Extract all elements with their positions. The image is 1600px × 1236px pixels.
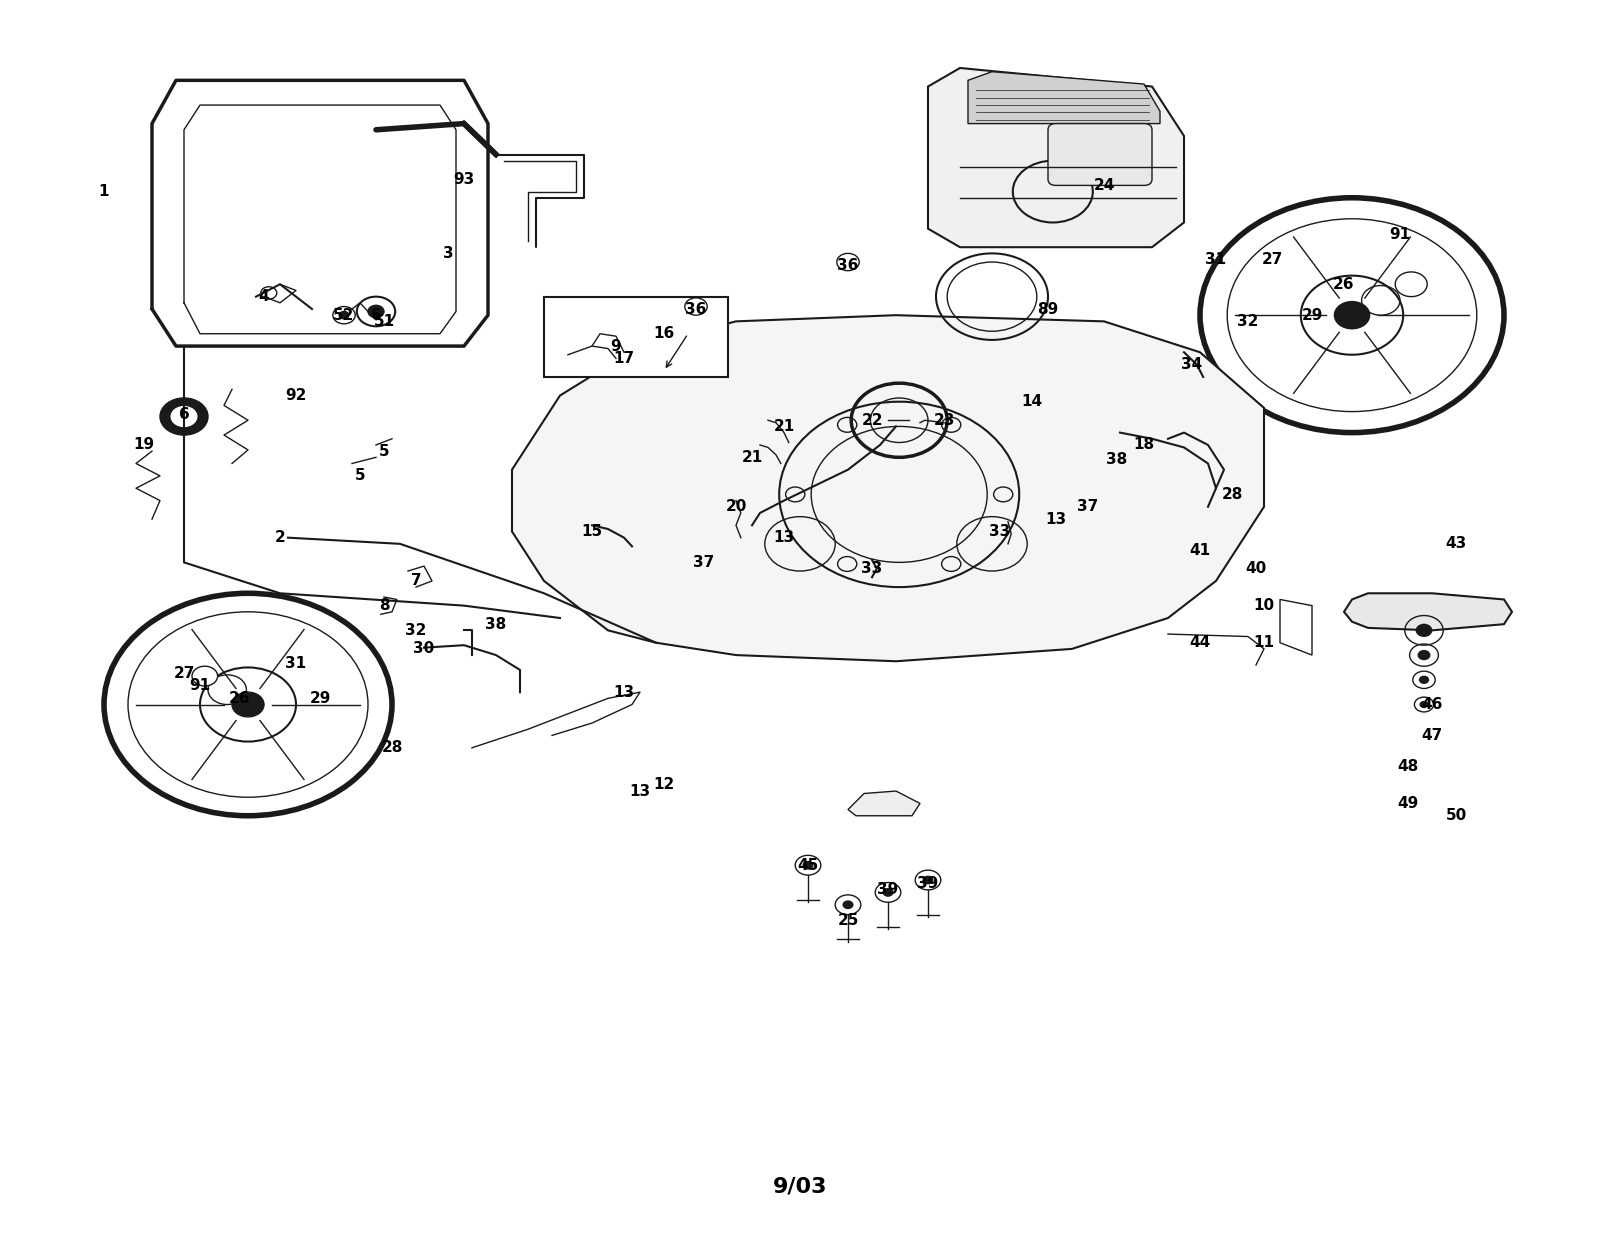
- Text: 36: 36: [837, 258, 859, 273]
- Text: 13: 13: [613, 685, 635, 700]
- Text: 13: 13: [773, 530, 795, 545]
- Text: 47: 47: [1421, 728, 1443, 743]
- Text: 5: 5: [355, 468, 365, 483]
- Text: 6: 6: [179, 407, 189, 421]
- Text: 40: 40: [1245, 561, 1267, 576]
- Text: 29: 29: [309, 691, 331, 706]
- Text: 44: 44: [1189, 635, 1211, 650]
- Text: 15: 15: [581, 524, 603, 539]
- Text: 26: 26: [229, 691, 251, 706]
- Circle shape: [803, 861, 813, 869]
- Polygon shape: [968, 72, 1160, 124]
- Text: 17: 17: [613, 351, 635, 366]
- Text: 2: 2: [275, 530, 285, 545]
- Text: 46: 46: [1421, 697, 1443, 712]
- Circle shape: [1419, 676, 1429, 684]
- Circle shape: [883, 889, 893, 896]
- Text: 8: 8: [379, 598, 389, 613]
- Text: 43: 43: [1445, 536, 1467, 551]
- Circle shape: [368, 305, 384, 318]
- Circle shape: [192, 666, 218, 686]
- FancyBboxPatch shape: [544, 297, 728, 377]
- Text: 13: 13: [1045, 512, 1067, 527]
- Text: 13: 13: [629, 784, 651, 798]
- Text: 9: 9: [611, 339, 621, 353]
- Text: 10: 10: [1253, 598, 1275, 613]
- Text: 7: 7: [411, 574, 421, 588]
- FancyBboxPatch shape: [1048, 124, 1152, 185]
- Text: 3: 3: [443, 246, 453, 261]
- Text: 36: 36: [685, 302, 707, 316]
- Circle shape: [171, 407, 197, 426]
- Text: 12: 12: [653, 777, 675, 792]
- Text: 37: 37: [1077, 499, 1099, 514]
- Text: 33: 33: [861, 561, 883, 576]
- Circle shape: [1418, 650, 1430, 660]
- Polygon shape: [928, 68, 1184, 247]
- Text: 19: 19: [133, 438, 155, 452]
- Polygon shape: [1344, 593, 1512, 630]
- Circle shape: [339, 311, 349, 319]
- Text: 38: 38: [485, 617, 507, 632]
- Text: 20: 20: [725, 499, 747, 514]
- Text: 23: 23: [933, 413, 955, 428]
- Text: 21: 21: [773, 419, 795, 434]
- Text: 28: 28: [1221, 487, 1243, 502]
- Text: 26: 26: [1333, 277, 1355, 292]
- Circle shape: [1416, 624, 1432, 637]
- Text: 92: 92: [285, 388, 307, 403]
- Circle shape: [160, 398, 208, 435]
- Text: 32: 32: [405, 623, 427, 638]
- Text: 93: 93: [453, 172, 475, 187]
- Text: 34: 34: [1181, 357, 1203, 372]
- Text: 30: 30: [413, 641, 435, 656]
- Circle shape: [923, 876, 933, 884]
- Text: 91: 91: [1389, 227, 1411, 242]
- Text: 9/03: 9/03: [773, 1177, 827, 1196]
- Text: 4: 4: [259, 289, 269, 304]
- Text: 6: 6: [371, 308, 381, 323]
- Circle shape: [1395, 272, 1427, 297]
- Text: 51: 51: [373, 314, 395, 329]
- Text: 89: 89: [1037, 302, 1059, 316]
- Text: 22: 22: [861, 413, 883, 428]
- Text: 29: 29: [1301, 308, 1323, 323]
- Circle shape: [1334, 302, 1370, 329]
- Text: 16: 16: [653, 326, 675, 341]
- Text: 31: 31: [1205, 252, 1227, 267]
- Text: 24: 24: [1093, 178, 1115, 193]
- Text: 37: 37: [693, 555, 715, 570]
- Polygon shape: [848, 791, 920, 816]
- Text: 5: 5: [379, 444, 389, 459]
- Text: 48: 48: [1397, 759, 1419, 774]
- Text: 18: 18: [1133, 438, 1155, 452]
- Text: 21: 21: [741, 450, 763, 465]
- Text: 1: 1: [99, 184, 109, 199]
- Circle shape: [843, 901, 853, 908]
- Text: 39: 39: [917, 876, 939, 891]
- Text: 50: 50: [1445, 808, 1467, 823]
- Circle shape: [1421, 702, 1427, 707]
- Text: 27: 27: [173, 666, 195, 681]
- Text: 39: 39: [877, 883, 899, 897]
- Text: 27: 27: [1261, 252, 1283, 267]
- Text: 49: 49: [1397, 796, 1419, 811]
- Text: 11: 11: [1253, 635, 1275, 650]
- Text: 28: 28: [381, 740, 403, 755]
- Text: 32: 32: [1237, 314, 1259, 329]
- Text: 14: 14: [1021, 394, 1043, 409]
- Text: 31: 31: [285, 656, 307, 671]
- Text: 91: 91: [189, 679, 211, 693]
- Text: 38: 38: [1106, 452, 1128, 467]
- Polygon shape: [512, 315, 1264, 661]
- Circle shape: [232, 692, 264, 717]
- Text: 41: 41: [1189, 543, 1211, 557]
- Text: 33: 33: [989, 524, 1011, 539]
- Text: 45: 45: [797, 858, 819, 873]
- Text: 25: 25: [837, 913, 859, 928]
- Text: 52: 52: [333, 308, 355, 323]
